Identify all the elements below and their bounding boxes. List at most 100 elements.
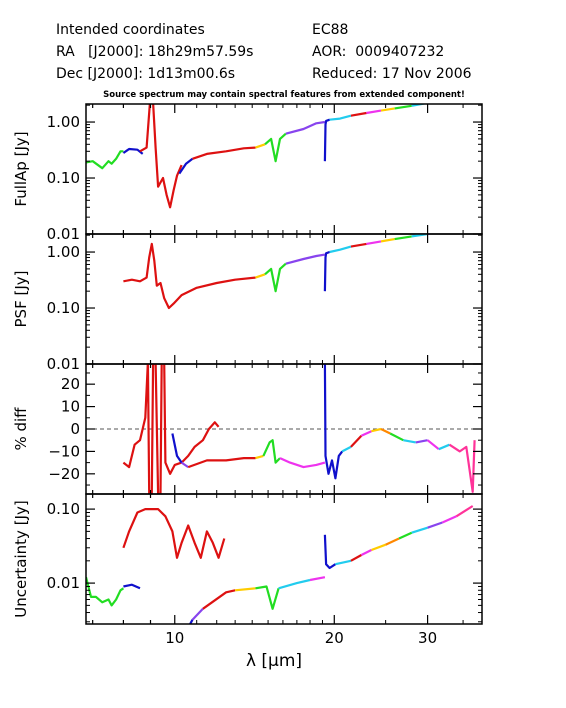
series-line-panel1-7 (264, 132, 287, 163)
series-line-panel4-15 (371, 543, 386, 552)
series-line-panel3-18 (438, 443, 450, 451)
series-line-panel3-7 (279, 457, 326, 469)
series-line-panel1-16 (428, 100, 443, 103)
y-tick-label: 0.01 (47, 574, 80, 592)
series-line-panel4-11 (323, 534, 337, 570)
y-tick-label: 10 (61, 398, 80, 416)
series-line-panel4-4 (188, 619, 194, 624)
y-tick-label: 0 (70, 420, 80, 438)
series-line-panel1-10 (329, 114, 352, 121)
x-tick-label: 10 (165, 629, 184, 647)
aor-label: AOR: 0009407232 (312, 44, 445, 60)
series-line-panel3-1 (122, 364, 220, 494)
x-tick-label: 30 (418, 629, 437, 647)
y-axis-label: Uncertainty [Jy] (12, 500, 30, 617)
panel-frame-2 (85, 233, 483, 365)
series-line-panel3-5 (255, 454, 264, 460)
series-line-panel4-7 (234, 587, 256, 592)
series-line-panel4-19 (427, 521, 443, 529)
series-line-panel4-3 (122, 508, 226, 559)
coords-title: Intended coordinates (56, 22, 205, 38)
series-line-panel1-5 (192, 146, 256, 160)
series-line-panel2-5 (323, 250, 330, 292)
series-line-panel2-1 (123, 242, 256, 310)
series-line-panel4-17 (398, 531, 413, 540)
series-line-panel4-5 (191, 608, 204, 621)
series-line-panel3-16 (415, 439, 428, 444)
series-line-panel1-1 (86, 150, 124, 170)
panel-frame-1 (85, 103, 483, 235)
y-tick-label: 0.01 (47, 225, 80, 243)
series-line-panel4-10 (309, 576, 326, 582)
series-line-panel4-18 (411, 526, 428, 534)
y-tick-label: 1.00 (47, 243, 80, 261)
ra-label: RA [J2000]: 18h29m57.59s (56, 44, 254, 60)
reduced-date: Reduced: 17 Nov 2006 (312, 66, 472, 82)
series-line-panel3-10 (350, 434, 363, 448)
series-line-panel2-9 (380, 238, 395, 243)
series-line-panel4-2 (123, 583, 141, 590)
series-line-panel3-15 (403, 439, 416, 444)
series-line-panel2-6 (329, 245, 352, 254)
y-tick-label: 0.10 (47, 299, 80, 317)
series-line-panel1-12 (366, 109, 382, 115)
series-line-panel1-13 (380, 107, 395, 112)
x-tick-label: 20 (325, 629, 344, 647)
series-line-panel3-9 (341, 445, 352, 453)
extended-component-notice: Source spectrum may contain spectral fea… (103, 90, 465, 100)
series-line-panel1-8 (285, 120, 326, 135)
y-axis-label: % diff (12, 407, 30, 451)
series-line-panel2-2 (255, 273, 266, 279)
series-line-panel1-11 (350, 111, 367, 117)
series-line-panel3-3 (180, 461, 189, 469)
series-line-panel4-6 (202, 589, 236, 610)
y-axis-label: FullAp [Jy] (12, 131, 30, 206)
dec-label: Dec [J2000]: 1d13m00.6s (56, 66, 236, 82)
series-line-panel1-4 (178, 157, 194, 175)
series-line-panel2-7 (350, 242, 367, 248)
y-tick-label: 0.01 (47, 355, 80, 373)
series-line-panel2-14 (456, 225, 472, 228)
series-line-panel4-1 (86, 576, 125, 607)
series-line-panel3-17 (426, 439, 440, 451)
series-line-panel1-18 (456, 95, 472, 98)
y-tick-label: 1.00 (47, 113, 80, 131)
y-tick-label: −20 (48, 465, 80, 483)
y-tick-label: 20 (61, 375, 80, 393)
series-line-panel3-14 (389, 432, 404, 442)
series-line-panel2-3 (264, 262, 287, 293)
series-line-panel3-12 (371, 427, 382, 433)
series-line-panel2-4 (285, 253, 326, 265)
series-line-panel1-6 (255, 143, 266, 149)
series-line-panel4-16 (385, 537, 400, 546)
series-line-panel2-8 (366, 240, 382, 245)
series-line-panel3-6 (262, 439, 281, 464)
series-line-panel4-13 (350, 554, 362, 562)
series-line-panel3-8 (323, 364, 344, 480)
series-line-panel3-11 (360, 430, 372, 437)
series-line-panel4-9 (278, 578, 311, 590)
series-line-panel1-2 (122, 147, 144, 155)
object-name: EC88 (312, 22, 349, 38)
y-tick-label: 0.10 (47, 169, 80, 187)
series-line-panel2-13 (442, 228, 456, 231)
series-line-panel1-14 (394, 104, 412, 110)
y-axis-label: PSF [Jy] (12, 271, 30, 328)
y-tick-label: −10 (48, 442, 80, 460)
series-line-panel4-20 (441, 515, 457, 524)
panel-frame-4 (85, 493, 483, 625)
series-line-panel1-17 (442, 97, 456, 100)
series-line-panel2-10 (394, 235, 412, 241)
series-line-panel1-9 (323, 118, 330, 162)
series-line-panel4-12 (335, 559, 352, 566)
y-tick-label: 0.10 (47, 500, 80, 518)
series-line-panel4-21 (455, 505, 474, 518)
series-line-panel3-4 (187, 457, 256, 469)
series-line-panel3-2 (171, 433, 183, 464)
series-line-panel3-19 (448, 440, 476, 493)
series-line-panel3-13 (380, 428, 391, 435)
x-axis-label: λ [μm] (246, 651, 302, 671)
series-line-panel4-8 (255, 585, 280, 610)
series-line-panel4-14 (360, 549, 372, 556)
